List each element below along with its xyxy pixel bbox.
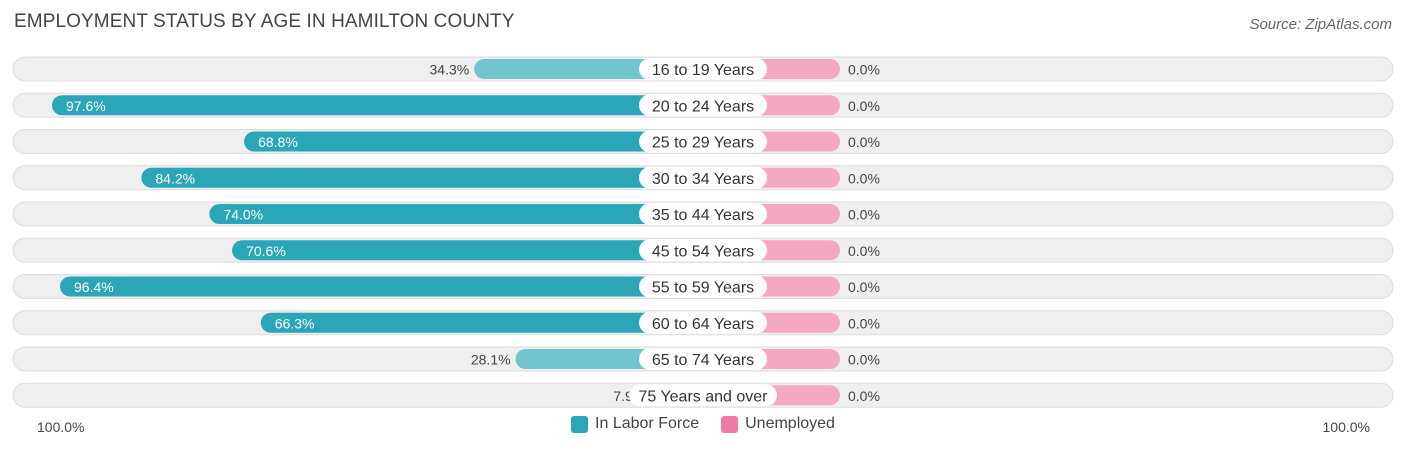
value-label-unemployed: 0.0% <box>848 98 880 114</box>
category-label: 20 to 24 Years <box>652 98 754 115</box>
value-label-unemployed: 0.0% <box>848 134 880 150</box>
value-label-unemployed: 0.0% <box>848 388 880 404</box>
bar-labor-force <box>52 95 704 116</box>
category-pill <box>639 94 767 117</box>
category-pill <box>639 311 767 334</box>
chart-row: 74.0% 35 to 44 Years 0.0% <box>12 201 1394 227</box>
value-label-labor-force: 66.3% <box>275 315 315 331</box>
category-label: 25 to 29 Years <box>652 135 754 152</box>
legend-swatch-labor-force <box>571 415 589 433</box>
value-label-unemployed: 0.0% <box>848 315 880 331</box>
chart-row: 96.4% 55 to 59 Years 0.0% <box>12 274 1394 299</box>
legend: In Labor Force Unemployed <box>0 415 1406 433</box>
chart-row: 66.3% 60 to 64 Years 0.0% <box>12 310 1394 336</box>
chart-source: Source: ZipAtlas.com <box>1249 16 1392 33</box>
value-label-labor-force: 68.8% <box>258 134 298 150</box>
category-label: 60 to 64 Years <box>652 316 754 333</box>
category-label: 55 to 59 Years <box>652 280 754 297</box>
axis-right-label: 100.0% <box>1322 419 1370 435</box>
chart-row: 68.8% 25 to 29 Years 0.0% <box>12 129 1394 154</box>
value-label-labor-force: 34.3% <box>430 62 470 78</box>
value-label-labor-force: 97.6% <box>66 98 106 114</box>
value-label-labor-force: 84.2% <box>155 170 195 186</box>
value-label-unemployed: 0.0% <box>848 207 880 223</box>
category-label: 16 to 19 Years <box>652 62 754 79</box>
category-pill <box>639 275 767 298</box>
chart-title: EMPLOYMENT STATUS BY AGE IN HAMILTON COU… <box>14 11 515 32</box>
value-label-labor-force: 28.1% <box>471 352 511 368</box>
bar-labor-force <box>209 204 704 224</box>
bar-labor-force <box>141 167 704 188</box>
category-pill <box>639 239 767 262</box>
axis-left-label: 100.0% <box>37 419 85 435</box>
bar-labor-force <box>260 312 703 333</box>
category-label: 45 to 54 Years <box>652 243 754 260</box>
value-label-unemployed: 0.0% <box>848 243 880 259</box>
category-label: 75 Years and over <box>639 388 769 405</box>
category-pill <box>639 130 767 153</box>
bar-labor-force <box>60 276 703 297</box>
chart-row: 28.1% 65 to 74 Years 0.0% <box>12 346 1394 372</box>
category-pill <box>639 203 767 225</box>
value-label-labor-force: 96.4% <box>74 279 114 295</box>
chart-row: 97.6% 20 to 24 Years 0.0% <box>12 92 1394 118</box>
category-label: 30 to 34 Years <box>652 171 754 188</box>
value-label-labor-force: 70.6% <box>246 243 286 259</box>
category-pill <box>639 348 767 370</box>
value-label-unemployed: 0.0% <box>848 170 880 186</box>
bar-labor-force <box>232 240 703 261</box>
chart-row: 34.3% 16 to 19 Years 0.0% <box>12 56 1394 82</box>
chart-row: 84.2% 30 to 34 Years 0.0% <box>12 165 1394 191</box>
legend-label-unemployed: Unemployed <box>745 415 835 432</box>
category-pill <box>639 58 767 80</box>
category-label: 65 to 74 Years <box>652 352 754 369</box>
category-pill <box>629 384 777 407</box>
value-label-labor-force: 74.0% <box>223 207 263 223</box>
chart-row: 70.6% 45 to 54 Years 0.0% <box>12 237 1394 263</box>
legend-item-unemployed: Unemployed <box>721 415 835 433</box>
legend-label-labor-force: In Labor Force <box>595 415 700 432</box>
category-label: 35 to 44 Years <box>652 207 754 224</box>
value-label-unemployed: 0.0% <box>848 352 880 368</box>
legend-item-labor-force: In Labor Force <box>571 415 699 433</box>
category-pill <box>639 166 767 189</box>
value-label-unemployed: 0.0% <box>848 62 880 78</box>
value-label-unemployed: 0.0% <box>848 279 880 295</box>
bar-labor-force <box>244 131 703 152</box>
legend-swatch-unemployed <box>721 415 739 433</box>
